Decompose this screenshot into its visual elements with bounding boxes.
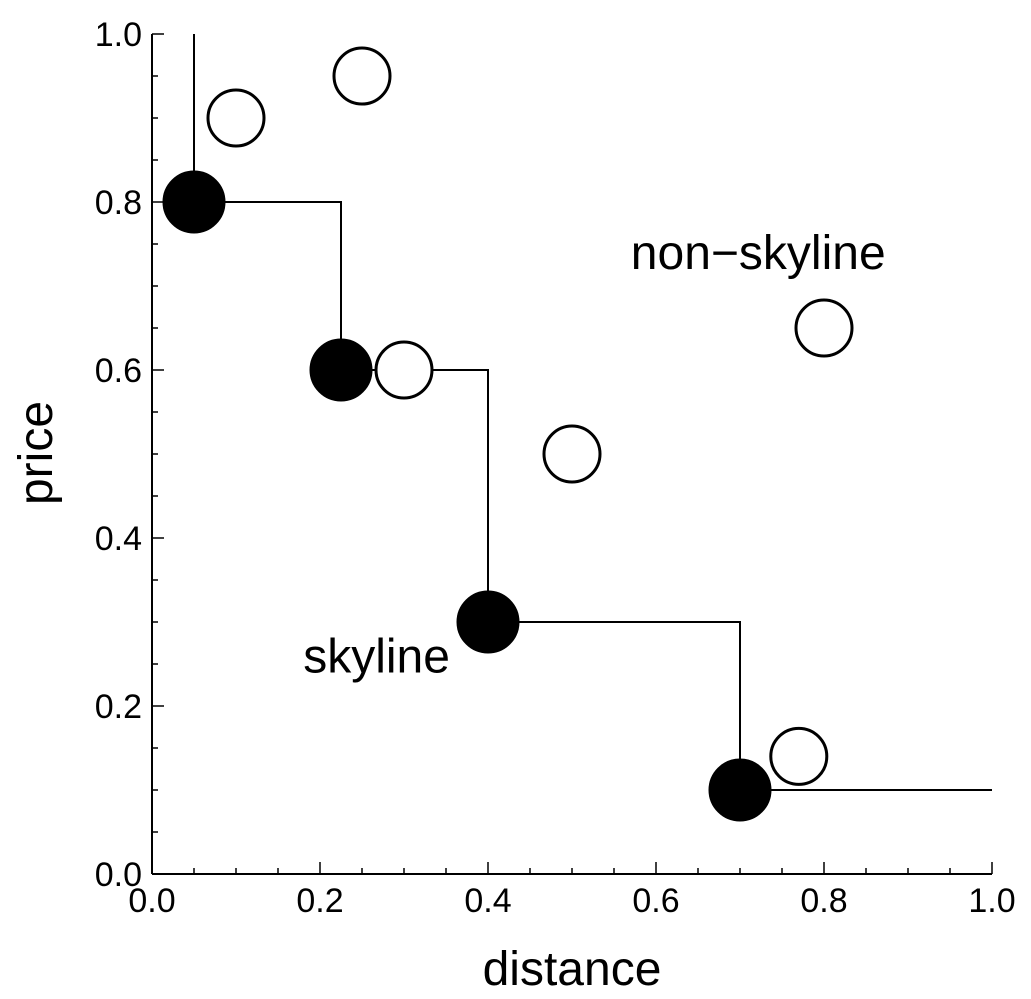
annotation-label: skyline	[303, 630, 450, 683]
x-tick-label: 0.8	[800, 882, 847, 920]
non-skyline-point	[374, 340, 434, 400]
non-skyline-point	[542, 424, 602, 484]
tick-marks	[151, 33, 993, 875]
x-axis-label: distance	[483, 943, 662, 996]
skyline-point	[309, 338, 373, 402]
y-axis-label: price	[10, 401, 63, 505]
x-tick-label: 0.2	[296, 882, 343, 920]
skyline-point	[708, 758, 772, 822]
y-tick-label: 0.2	[95, 688, 142, 726]
annotations: non−skyline skyline	[303, 227, 885, 683]
skyline-point	[162, 170, 226, 234]
y-tick-label: 0.6	[95, 352, 142, 390]
skyline-staircase-line	[193, 34, 992, 791]
y-tick-label: 1.0	[95, 16, 142, 54]
y-tick-label: 0.8	[95, 184, 142, 222]
y-tick-label: 0.4	[95, 520, 142, 558]
y-tick-label: 0.0	[95, 856, 142, 894]
non-skyline-point	[332, 46, 392, 106]
tick-labels: 0.0 0.2 0.4 0.6 0.8 1.0 0.0 0.2 0.4 0.6 0.8 1.0	[95, 16, 1016, 920]
data-points	[162, 46, 854, 822]
x-tick-label: 0.6	[632, 882, 679, 920]
annotation-label: non−skyline	[631, 227, 886, 280]
x-tick-label: 1.0	[968, 882, 1015, 920]
skyline-point	[456, 590, 520, 654]
x-tick-label: 0.0	[128, 882, 175, 920]
non-skyline-point	[794, 298, 854, 358]
x-tick-label: 0.4	[464, 882, 511, 920]
non-skyline-point	[769, 726, 829, 786]
non-skyline-point	[206, 88, 266, 148]
